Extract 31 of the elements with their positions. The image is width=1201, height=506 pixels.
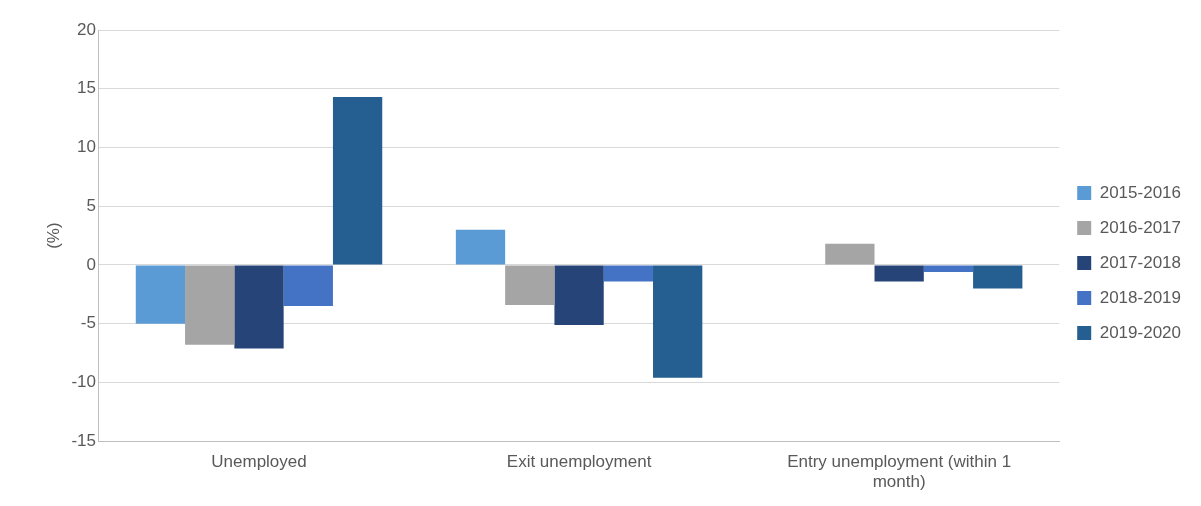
bar bbox=[554, 265, 604, 325]
bar bbox=[923, 265, 974, 273]
y-tick-label: -5 bbox=[80, 313, 96, 333]
y-tick-label: 20 bbox=[77, 19, 96, 39]
x-tick-label: Exit unemployment bbox=[506, 452, 652, 472]
x-tick-label: Entry unemployment (within 1 month) bbox=[787, 452, 1012, 492]
legend-label: 2017-2018 bbox=[1099, 252, 1182, 272]
legend-label: 2016-2017 bbox=[1099, 217, 1182, 237]
legend-label: 2018-2019 bbox=[1099, 287, 1182, 307]
y-tick-label: 0 bbox=[86, 254, 96, 274]
bar bbox=[825, 243, 875, 265]
bar bbox=[653, 265, 703, 378]
y-tick-label: 15 bbox=[77, 78, 96, 98]
y-tick-label: -15 bbox=[71, 430, 96, 450]
bar bbox=[455, 229, 506, 265]
bar bbox=[185, 265, 235, 345]
legend-label: 2015-2016 bbox=[1099, 182, 1182, 202]
bar bbox=[505, 265, 555, 305]
bar bbox=[973, 265, 1023, 289]
bar bbox=[874, 265, 924, 282]
bar bbox=[332, 96, 383, 265]
legend-label: 2019-2020 bbox=[1099, 322, 1182, 342]
x-tick-label: Unemployed bbox=[211, 452, 307, 472]
bar bbox=[603, 265, 654, 282]
bar bbox=[283, 265, 333, 307]
y-axis-title: (%) bbox=[43, 222, 63, 249]
bar bbox=[234, 265, 284, 349]
y-tick-label: 10 bbox=[77, 137, 96, 157]
y-tick-label: -10 bbox=[71, 372, 96, 392]
bar bbox=[135, 265, 186, 324]
y-tick-label: 5 bbox=[86, 195, 96, 215]
